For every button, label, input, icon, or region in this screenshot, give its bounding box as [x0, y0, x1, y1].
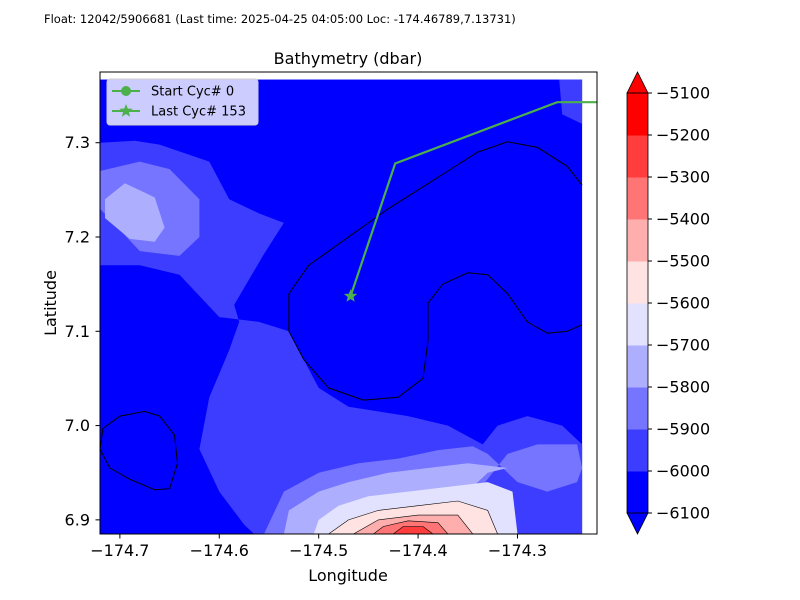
legend-start-label: Start Cyc# 0 [151, 85, 234, 100]
y-axis-label: Latitude [41, 270, 60, 336]
y-tick-label: 7.2 [65, 228, 90, 247]
x-axis: −174.7 −174.6 −174.5 −174.4 −174.3 [90, 534, 547, 560]
y-tick-label: 7.3 [65, 133, 90, 152]
legend-last-label: Last Cyc# 153 [151, 105, 246, 120]
float-track-line [349, 101, 597, 297]
y-tick-label: 6.9 [65, 510, 90, 529]
last-cycle-star [343, 289, 358, 302]
contour-line-layer [100, 141, 583, 491]
colorbar-tick-label: −5300 [656, 168, 710, 187]
colorbar-band [627, 93, 648, 136]
y-tick-label: 7.1 [65, 322, 90, 341]
isoline-6000-0 [288, 141, 583, 401]
legend-box [106, 78, 259, 126]
colorbar-tick-label: −5800 [656, 378, 710, 397]
isoline-6000-2 [100, 410, 179, 491]
colorbar-band [627, 303, 648, 346]
colorbar-band [627, 387, 648, 430]
colorbar-band [627, 345, 648, 388]
colorbar-extend-max [626, 71, 649, 94]
colorbar: −6100 −6000 −5900 −5800 −5700 −5600 −5500 −5400… [626, 71, 710, 535]
x-tick-label: −174.3 [488, 541, 547, 560]
contour-region-11 [392, 526, 434, 534]
legend: Start Cyc# 0 Last Cyc# 153 [106, 78, 259, 126]
y-tick-label: 7.0 [65, 416, 90, 435]
legend-last-marker [119, 104, 133, 117]
colorbar-tick-label: −5600 [656, 294, 710, 313]
colorbar-band [627, 177, 648, 220]
colorbar-tick-label: −5200 [656, 126, 710, 145]
legend-start-marker [121, 86, 131, 96]
colorbar-extend-min [626, 512, 649, 535]
chart-title: Bathymetry (dbar) [274, 49, 423, 68]
x-tick-label: −174.7 [90, 541, 149, 560]
float-track-layer [343, 101, 597, 302]
colorbar-band [627, 219, 648, 262]
x-tick-label: −174.6 [190, 541, 249, 560]
colorbar-band [627, 135, 648, 178]
colorbar-tick-label: −5500 [656, 252, 710, 271]
y-axis: 6.9 7.0 7.1 7.2 7.3 [65, 133, 100, 529]
colorbar-tick-label: −5900 [656, 420, 710, 439]
x-axis-label: Longitude [308, 566, 388, 585]
contour-region-5 [105, 183, 165, 242]
isoline-6000-1 [363, 272, 583, 401]
colorbar-tick-label: −5400 [656, 210, 710, 229]
x-tick-label: −174.4 [388, 541, 447, 560]
x-tick-label: −174.5 [289, 541, 348, 560]
colorbar-tick-label: −5100 [656, 84, 710, 103]
colorbar-band [627, 471, 648, 514]
colorbar-band [627, 429, 648, 472]
contour-fill-layer [100, 79, 583, 534]
colorbar-tick-label: −5700 [656, 336, 710, 355]
header-text: Float: 12042/5906681 (Last time: 2025-04… [44, 12, 516, 26]
plot-frame [99, 71, 598, 535]
colorbar-tick-label: −6000 [656, 462, 710, 481]
colorbar-tick-label: −6100 [656, 504, 710, 523]
colorbar-band [627, 261, 648, 304]
